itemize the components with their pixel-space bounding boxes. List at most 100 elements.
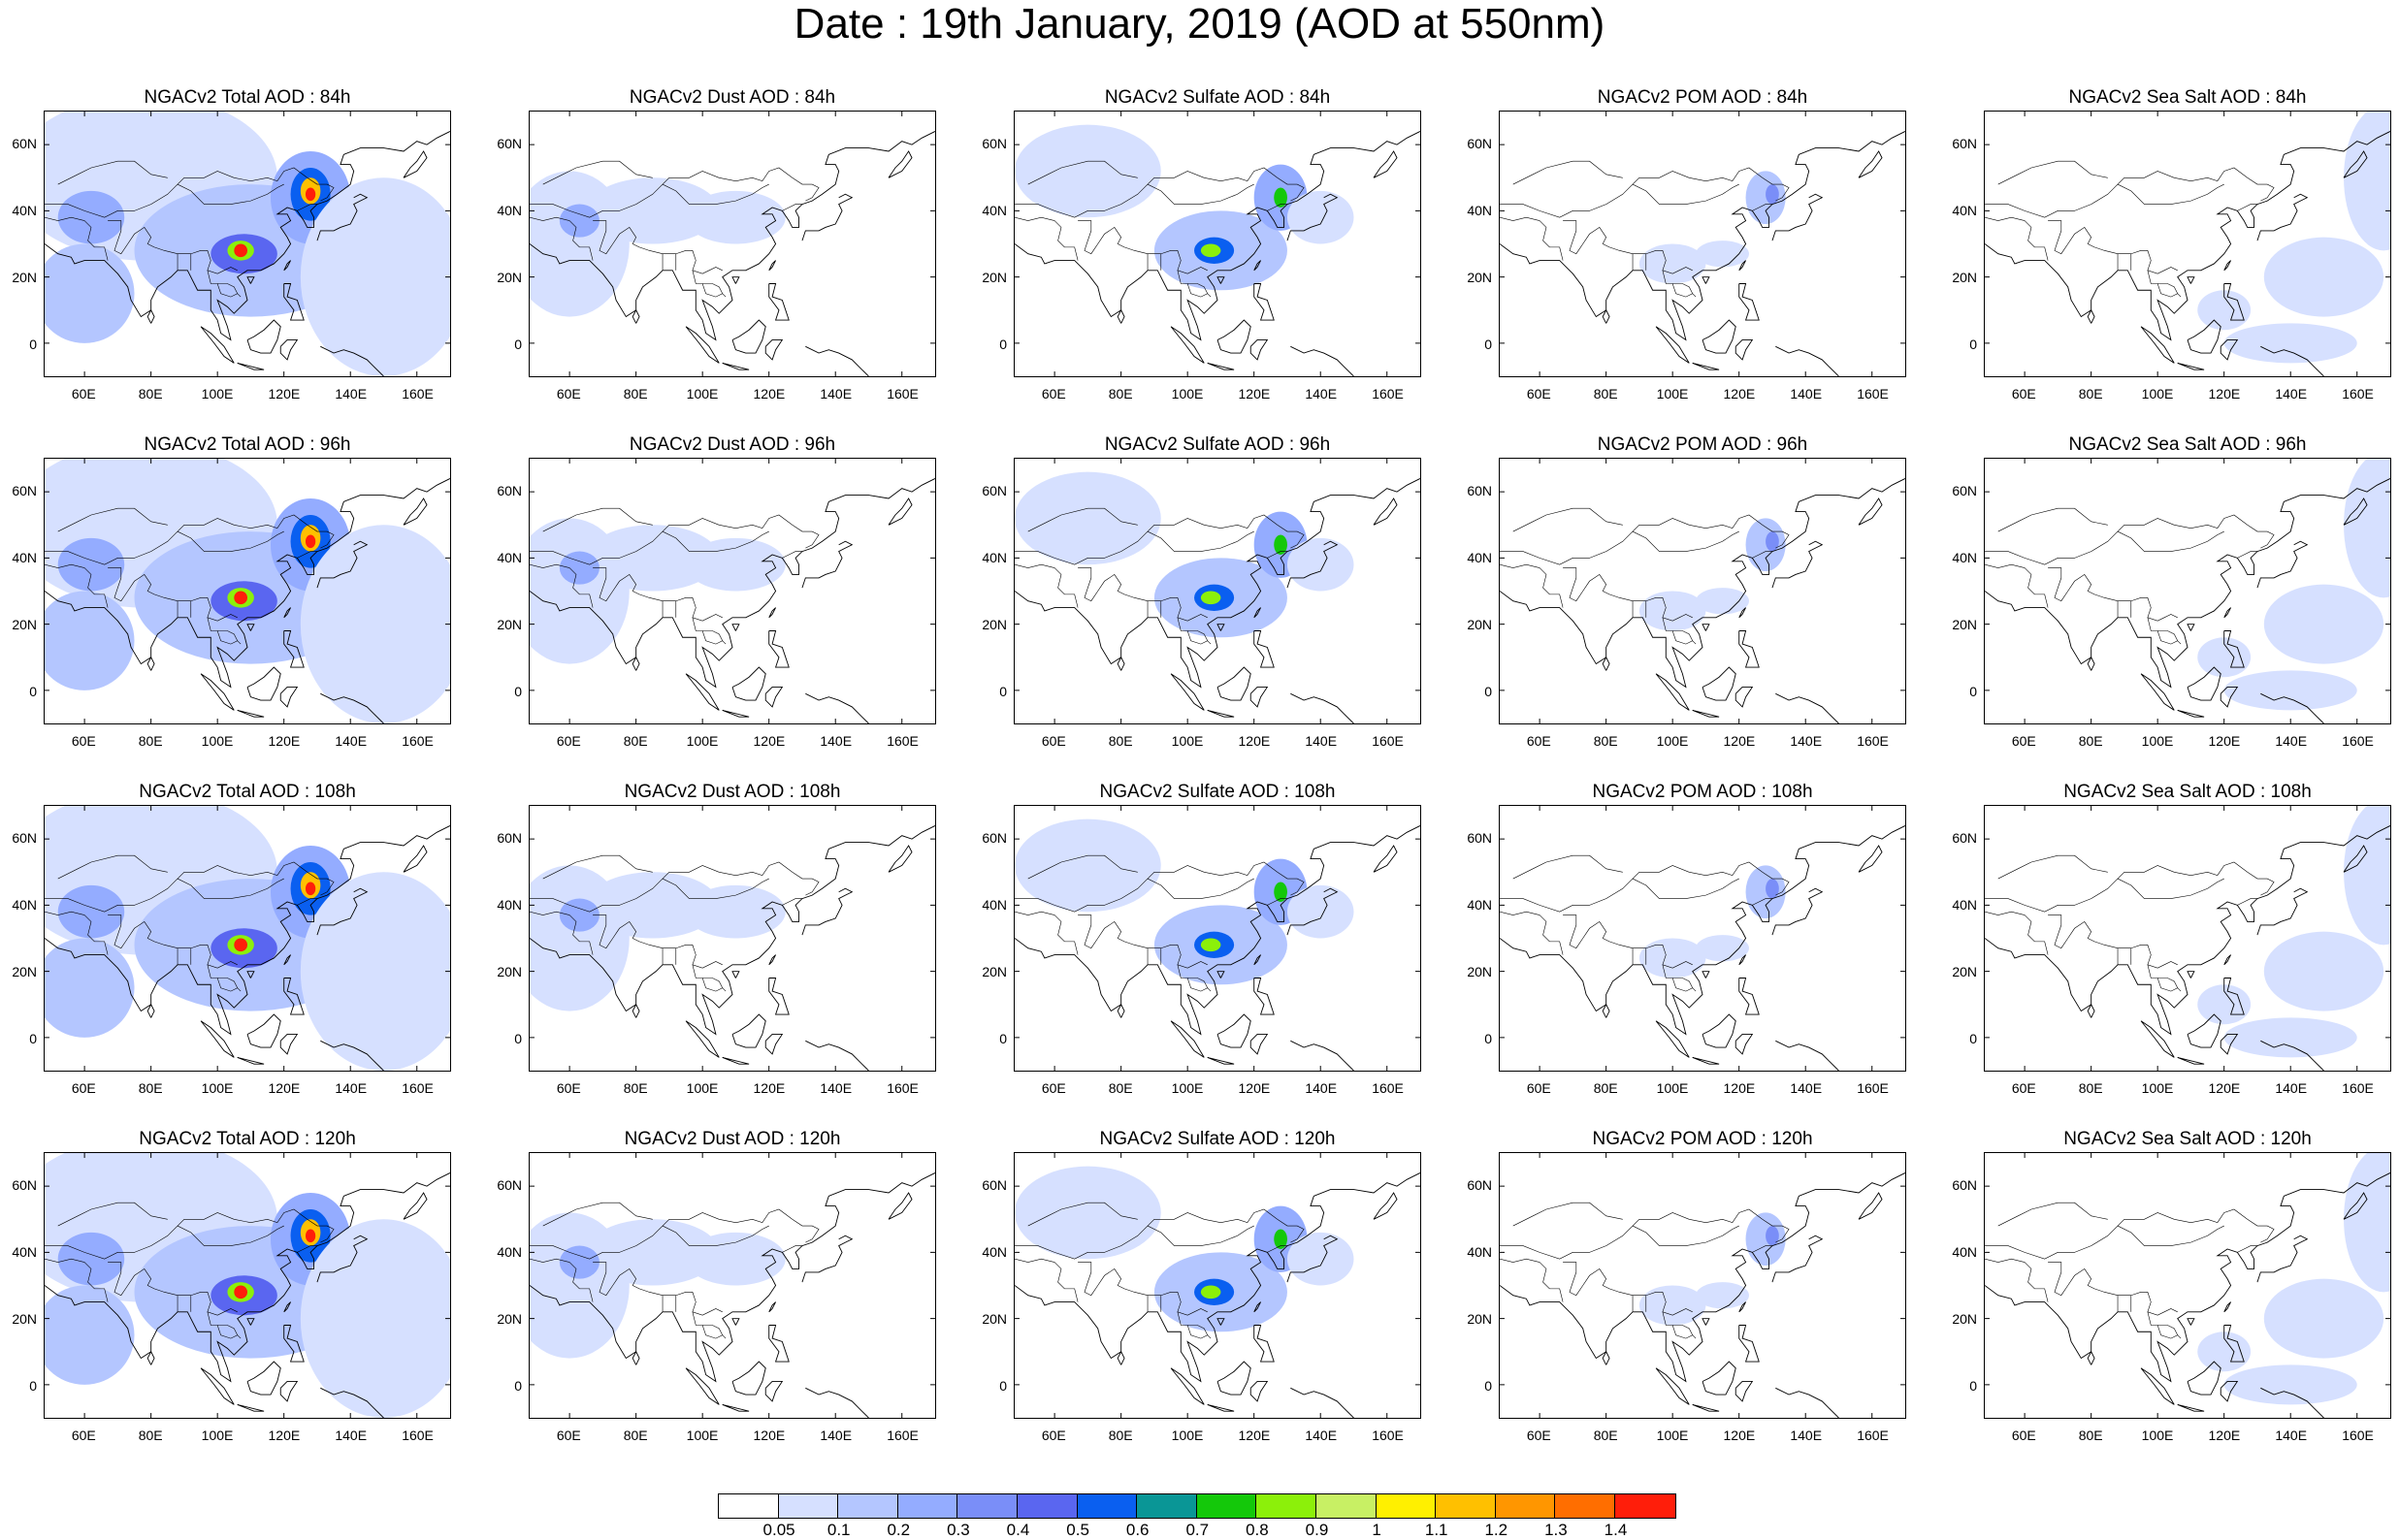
map-frame: [1984, 1152, 2391, 1419]
country-border: [1267, 898, 1287, 906]
coastline: [320, 1387, 384, 1418]
coastline: [1253, 954, 1261, 966]
coastline: [1253, 260, 1261, 272]
country-border: [1632, 183, 1739, 205]
coastline: [2260, 692, 2324, 723]
lon-label: 160E: [1372, 386, 1404, 401]
lon-label: 80E: [2078, 1428, 2103, 1443]
aod-map: [530, 1153, 935, 1418]
coastline: [146, 1350, 155, 1365]
coastline: [1602, 308, 1610, 324]
coastline: [1985, 825, 2390, 1036]
colorbar-swatch: [1614, 1494, 1675, 1518]
lon-label: 100E: [2141, 1080, 2174, 1096]
coastline: [403, 1192, 428, 1220]
lon-label: 120E: [2208, 733, 2241, 749]
lon-label: 80E: [2078, 733, 2103, 749]
coastline: [1985, 478, 2390, 689]
aod-map: [530, 112, 935, 376]
aod-map: [1985, 112, 2390, 376]
coastline: [246, 666, 281, 701]
country-border: [1539, 567, 1564, 608]
aod-map: [1500, 806, 1905, 1071]
colorbar-label: 0.4: [1006, 1521, 1030, 1539]
aod-contour: [1745, 865, 1786, 919]
country-border: [1985, 514, 2275, 565]
aod-map: [1015, 459, 1420, 723]
country-border: [1672, 630, 1694, 641]
country-border: [542, 160, 653, 185]
aod-contour: [1745, 171, 1786, 225]
aod-contour: [234, 591, 248, 605]
colorbar-swatch: [897, 1494, 958, 1518]
aod-contour: [2263, 1278, 2384, 1359]
coastline: [320, 692, 384, 723]
colorbar-swatch: [957, 1494, 1018, 1518]
country-border: [1985, 1208, 2275, 1260]
coastline: [1692, 362, 1720, 370]
country-border: [1500, 216, 1540, 221]
coastline: [1216, 1361, 1251, 1396]
aod-contour: [2263, 584, 2384, 664]
coastline: [632, 308, 640, 324]
aod-contour: [586, 525, 720, 592]
lon-label: 140E: [2275, 386, 2308, 401]
coastline: [200, 1020, 235, 1058]
coastline: [764, 687, 784, 708]
lat-label: 0: [1484, 336, 1492, 352]
country-border: [2048, 567, 2178, 622]
coastline: [1170, 673, 1205, 711]
country-border: [177, 530, 284, 552]
country-border: [542, 507, 653, 532]
lon-label: 160E: [1372, 733, 1404, 749]
coastline: [1216, 1318, 1225, 1326]
coastline: [768, 1325, 790, 1363]
lon-label: 80E: [1108, 1428, 1133, 1443]
country-border: [2024, 1262, 2049, 1302]
coastline: [1734, 687, 1754, 708]
colorbar-swatch: [1137, 1494, 1197, 1518]
coastline: [1015, 825, 1420, 1036]
lat-label: 0: [999, 1377, 1007, 1394]
coastline: [283, 1301, 291, 1313]
country-border: [2237, 1245, 2257, 1253]
panel-title: NGACv2 Sulfate AOD : 108h: [1099, 782, 1336, 802]
country-border: [1054, 567, 1079, 608]
coastline: [1702, 971, 1710, 979]
colorbar-label: 0.1: [827, 1521, 851, 1539]
coastline: [146, 308, 155, 324]
aod-map: [1985, 806, 2390, 1071]
country-border: [1539, 220, 1564, 261]
aod-contour: [559, 204, 600, 238]
map-frame: [44, 1152, 451, 1419]
lat-label: 40N: [1467, 550, 1492, 566]
lat-label: 20N: [1952, 269, 1977, 285]
coastline: [1253, 630, 1275, 668]
colorbar: [718, 1493, 1676, 1519]
country-border: [108, 914, 238, 969]
coastline: [1207, 362, 1235, 370]
coastline: [1738, 1325, 1760, 1363]
coastline: [2177, 1403, 2205, 1412]
lat-label: 40N: [12, 203, 37, 219]
coastline: [2220, 687, 2239, 708]
aod-contour: [300, 1219, 450, 1418]
country-border: [1015, 167, 1305, 218]
aod-contour: [1766, 879, 1779, 899]
coastline: [1771, 887, 1824, 936]
coastline: [2260, 1387, 2324, 1418]
lon-label: 80E: [138, 1080, 163, 1096]
aod-contour: [1286, 1232, 1354, 1286]
coastline: [764, 339, 784, 361]
country-border: [108, 220, 238, 274]
map-frame: [1984, 805, 2391, 1072]
lon-label: 160E: [2342, 1080, 2374, 1096]
lat-label: 20N: [12, 269, 37, 285]
country-border: [217, 1325, 239, 1335]
coastline: [283, 260, 291, 272]
lon-label: 60E: [2011, 1080, 2036, 1096]
country-border: [530, 216, 570, 221]
lon-label: 120E: [2208, 386, 2241, 401]
panel-title: NGACv2 Sea Salt AOD : 108h: [2063, 782, 2312, 802]
country-border: [1500, 514, 1790, 565]
